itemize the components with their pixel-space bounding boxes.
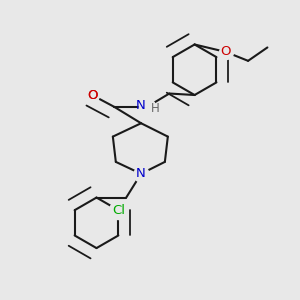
Text: O: O (220, 45, 231, 58)
Text: O: O (87, 88, 97, 101)
Text: Cl: Cl (112, 204, 125, 217)
Text: N: N (136, 167, 146, 180)
Text: H: H (151, 102, 159, 115)
Text: N: N (136, 99, 146, 112)
Text: O: O (87, 88, 97, 101)
